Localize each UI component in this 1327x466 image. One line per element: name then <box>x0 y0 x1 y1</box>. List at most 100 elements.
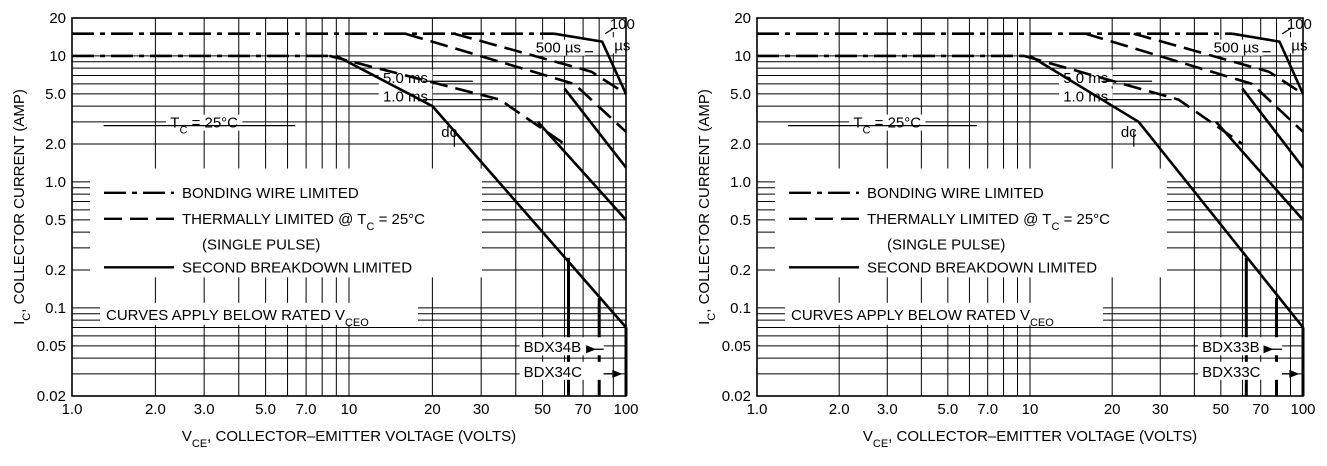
x-tick-label: 100 <box>613 401 638 418</box>
y-tick-label: 1.0 <box>730 174 751 191</box>
y-tick-label: 0.02 <box>722 388 751 405</box>
legend-note: CURVES APPLY BELOW RATED VCEO <box>106 307 369 329</box>
x-tick-label: 3.0 <box>877 401 898 418</box>
x-tick-label: 30 <box>473 401 490 418</box>
curve-label-bg <box>1058 88 1113 105</box>
curve-label-bg <box>849 114 926 131</box>
y-tick-label: 2.0 <box>45 136 66 153</box>
y-tick-label: 0.05 <box>722 338 751 355</box>
curve-label-bg <box>378 88 433 105</box>
device-annotation: BDX34C <box>524 364 583 381</box>
device-annotation: BDX34B <box>524 339 582 356</box>
annotation-bg <box>519 361 604 380</box>
curve-label-bg <box>1287 37 1311 54</box>
series-solid-line <box>1215 120 1304 221</box>
plot-frame <box>756 17 1304 397</box>
curve-label-bg <box>437 124 461 141</box>
y-tick-label: 20 <box>734 10 751 27</box>
y-tick-label: 0.2 <box>45 262 66 279</box>
curve-label: µs <box>1291 37 1307 54</box>
x-tick-label: 10 <box>1022 401 1039 418</box>
note-bg <box>785 302 1103 325</box>
legend-bg <box>775 168 1167 278</box>
y-tick-label: 0.2 <box>730 262 751 279</box>
y-tick-label: 10 <box>734 48 751 65</box>
y-axis-title: IC, COLLECTOR CURRENT (AMP) <box>11 89 33 325</box>
x-tick-label: 70 <box>1252 401 1269 418</box>
curve-label: TC = 25°C <box>170 115 238 137</box>
curve-label: 5.0 ms <box>383 70 428 87</box>
curve-label-bg <box>165 114 243 131</box>
series-dashed-line <box>405 32 627 133</box>
y-tick-label: 0.1 <box>45 300 66 317</box>
chart-bdx34: 1.0 2.0 3.0 5.0 7.0 10 20 30 50 70 100 20 10 5.0 2.0 1.… <box>11 10 639 450</box>
legend-item-text: BONDING WIRE LIMITED <box>867 185 1044 202</box>
annotation-arrowhead <box>1289 369 1300 378</box>
series-solid-line <box>335 54 627 329</box>
y-tick-label: 0.05 <box>37 338 66 355</box>
x-tick-label: 30 <box>1152 401 1169 418</box>
curve-label-bg <box>1209 39 1264 56</box>
curve-label: 500 µs <box>536 40 581 57</box>
curve-label: dc <box>1121 124 1137 141</box>
curve-label: 100 <box>610 16 635 33</box>
y-tick-label: 20 <box>49 10 66 27</box>
legend-note: CURVES APPLY BELOW RATED VCEO <box>791 307 1054 329</box>
x-tick-label: 20 <box>424 401 441 418</box>
y-tick-label: 5.0 <box>45 86 66 103</box>
series-solid-line <box>1231 32 1305 95</box>
curve-label-leader <box>1282 28 1291 35</box>
curve-label: 1.0 ms <box>1063 89 1108 106</box>
y-tick-label: 0.02 <box>37 388 66 405</box>
series-solid-line <box>553 32 628 95</box>
y-tick-label: 0.5 <box>730 212 751 229</box>
curve-label: 100 <box>1287 16 1312 33</box>
series-dashed-line <box>329 54 566 146</box>
curve-label-leader <box>604 28 614 35</box>
x-tick-label: 50 <box>1212 401 1229 418</box>
series-dashed-line <box>453 32 627 95</box>
curve-label-bg <box>1117 124 1141 141</box>
x-axis-title: VCE, COLLECTOR–EMITTER VOLTAGE (VOLTS) <box>863 428 1197 450</box>
series-dashed-line <box>1133 32 1304 95</box>
series-solid-line <box>563 87 628 169</box>
curve-label-bg <box>610 37 634 54</box>
legend-item-text: THERMALLY LIMITED @ TC = 25°C <box>182 211 425 233</box>
curve-label-bg <box>531 39 586 56</box>
annotation-arrowhead <box>612 369 623 378</box>
x-tick-label: 70 <box>575 401 592 418</box>
curve-label: TC = 25°C <box>853 115 921 137</box>
x-tick-label: 7.0 <box>977 401 998 418</box>
x-axis-title: VCE, COLLECTOR–EMITTER VOLTAGE (VOLTS) <box>182 428 516 450</box>
annotation-bg <box>1198 361 1283 380</box>
legend-item-text: SECOND BREAKDOWN LIMITED <box>867 259 1097 276</box>
y-tick-label: 0.1 <box>730 300 751 317</box>
x-tick-label: 100 <box>1290 401 1315 418</box>
x-tick-label: 7.0 <box>296 401 317 418</box>
x-tick-label: 20 <box>1104 401 1121 418</box>
x-tick-label: 2.0 <box>145 401 166 418</box>
y-tick-label: 10 <box>49 48 66 65</box>
curve-label: µs <box>614 37 630 54</box>
y-tick-label: 5.0 <box>730 86 751 103</box>
x-tick-label: 1.0 <box>62 401 83 418</box>
x-tick-label: 5.0 <box>255 401 276 418</box>
x-tick-label: 5.0 <box>937 401 958 418</box>
curve-label-bg <box>378 70 433 87</box>
chart-bdx33: 1.0 2.0 3.0 5.0 7.0 10 20 30 50 70 100 20 10 5.0 2.0 1.… <box>696 10 1316 450</box>
annotation-arrowhead <box>586 345 597 354</box>
legend-item-text: (SINGLE PULSE) <box>887 236 1005 253</box>
legend-item-text: (SINGLE PULSE) <box>202 236 320 253</box>
series-solid-line <box>536 120 627 221</box>
x-tick-label: 10 <box>341 401 358 418</box>
series-dashed-line <box>1085 32 1304 133</box>
x-tick-label: 1.0 <box>747 401 768 418</box>
y-tick-label: 0.5 <box>45 212 66 229</box>
note-bg <box>100 302 418 325</box>
curve-label: 1.0 ms <box>383 89 428 106</box>
plot-frame <box>71 17 627 397</box>
annotation-bg <box>519 337 604 356</box>
curve-label-bg <box>1283 15 1315 32</box>
